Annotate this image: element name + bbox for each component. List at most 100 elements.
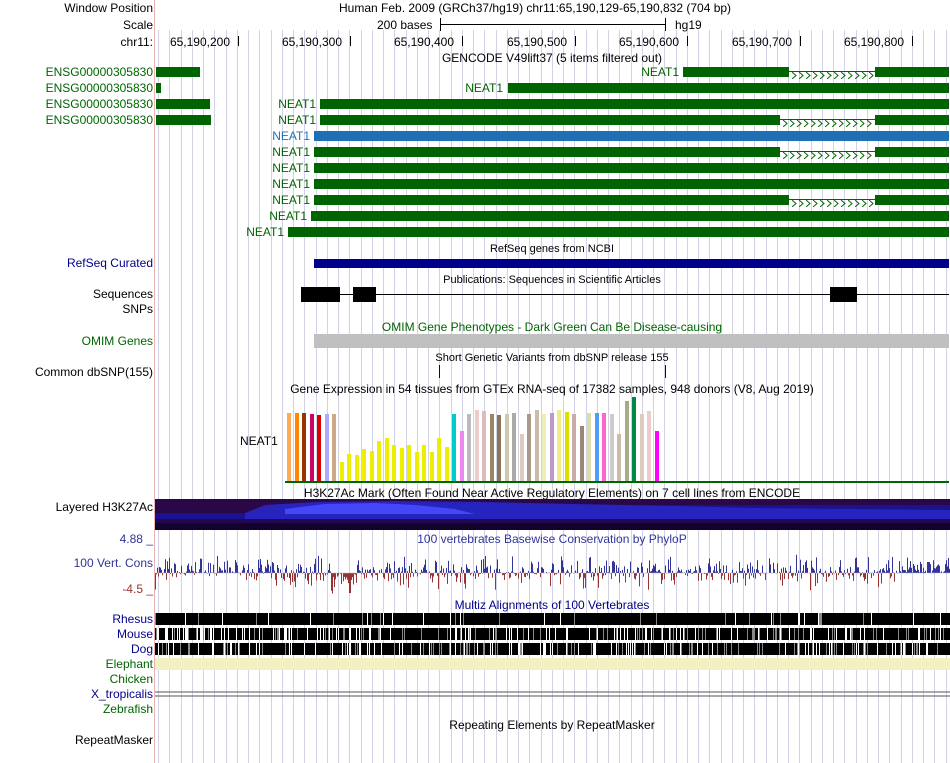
gencode-gene-label[interactable]: NEAT1	[272, 129, 310, 143]
gtex-tissue-bar[interactable]	[587, 413, 591, 481]
gtex-tissue-bar[interactable]	[407, 445, 411, 481]
gtex-tissue-bar[interactable]	[572, 414, 576, 481]
omim-gene-bar[interactable]	[314, 334, 949, 348]
gencode-left-feature[interactable]	[156, 99, 210, 109]
gencode-gene-label[interactable]: NEAT1	[246, 225, 284, 239]
gtex-tissue-bar[interactable]	[632, 397, 636, 481]
multiz-species-label[interactable]: Rhesus	[112, 612, 153, 626]
gencode-exon[interactable]	[314, 195, 789, 205]
gtex-tissue-bar[interactable]	[400, 448, 404, 481]
gtex-tissue-bar[interactable]	[370, 451, 374, 481]
gencode-exon[interactable]	[508, 83, 949, 93]
gtex-tissue-bar[interactable]	[437, 438, 441, 481]
gencode-exon[interactable]	[875, 195, 949, 205]
gtex-tissue-bar[interactable]	[287, 413, 291, 481]
gencode-exon[interactable]	[875, 67, 949, 77]
gencode-exon[interactable]	[320, 99, 949, 109]
gencode-exon[interactable]	[314, 163, 949, 173]
gtex-tissue-bar[interactable]	[535, 410, 539, 481]
snp-mark-2[interactable]	[665, 365, 666, 378]
gencode-exon[interactable]	[875, 115, 949, 125]
gencode-intron[interactable]	[789, 71, 875, 72]
sequences-label[interactable]: Sequences	[92, 287, 153, 301]
gtex-tissue-bar[interactable]	[482, 411, 486, 481]
gtex-gene-label[interactable]: NEAT1	[240, 434, 278, 448]
gencode-gene-label[interactable]: NEAT1	[641, 65, 679, 79]
gtex-tissue-bar[interactable]	[617, 434, 621, 481]
gtex-tissue-bar[interactable]	[392, 445, 396, 481]
gtex-tissue-bar[interactable]	[490, 414, 494, 481]
gtex-tissue-bar[interactable]	[422, 445, 426, 481]
gtex-tissue-bar[interactable]	[610, 414, 614, 481]
repeatmasker-label[interactable]: RepeatMasker	[74, 733, 153, 747]
gencode-row-label[interactable]: ENSG00000305830	[45, 113, 153, 127]
gencode-title[interactable]: GENCODE V49lift37 (5 items filtered out)	[441, 51, 663, 65]
gencode-row-label[interactable]: ENSG00000305830	[45, 97, 153, 111]
gencode-exon[interactable]	[314, 131, 949, 141]
gencode-gene-label[interactable]: NEAT1	[272, 161, 310, 175]
refseq-gene-bar[interactable]	[314, 259, 949, 268]
gtex-tissue-bar[interactable]	[347, 454, 351, 481]
gtex-tissue-bar[interactable]	[565, 412, 569, 481]
gtex-tissue-bar[interactable]	[640, 414, 644, 481]
multiz-species-label[interactable]: Dog	[130, 642, 153, 656]
conservation-label[interactable]: 100 Vert. Cons	[73, 556, 153, 570]
gtex-tissue-bar[interactable]	[595, 413, 599, 481]
gtex-tissue-bar[interactable]	[452, 414, 456, 481]
refseq-label[interactable]: RefSeq Curated	[66, 256, 153, 270]
gencode-left-feature[interactable]	[156, 115, 211, 125]
dbsnp-label[interactable]: Common dbSNP(155)	[34, 365, 153, 379]
multiz-alignment[interactable]	[155, 612, 950, 707]
gencode-row-label[interactable]: ENSG00000305830	[45, 81, 153, 95]
gtex-tissue-bar[interactable]	[475, 410, 479, 481]
multiz-species-label[interactable]: Zebrafish	[102, 702, 153, 716]
gtex-tissue-bar[interactable]	[497, 415, 501, 481]
gtex-tissue-bar[interactable]	[527, 414, 531, 481]
gtex-tissue-bar[interactable]	[467, 414, 471, 481]
gencode-intron[interactable]	[780, 119, 875, 120]
multiz-species-label[interactable]: Mouse	[116, 627, 153, 641]
gtex-tissue-bar[interactable]	[505, 414, 509, 481]
publication-block-1[interactable]	[301, 287, 340, 302]
gtex-tissue-bar[interactable]	[655, 431, 659, 481]
gencode-intron[interactable]	[780, 151, 875, 152]
gencode-exon[interactable]	[288, 227, 949, 237]
gencode-gene-label[interactable]: NEAT1	[272, 177, 310, 191]
gencode-gene-label[interactable]: NEAT1	[269, 209, 307, 223]
gtex-tissue-bar[interactable]	[542, 414, 546, 481]
gencode-gene-label[interactable]: NEAT1	[272, 193, 310, 207]
gencode-gene-label[interactable]: NEAT1	[465, 81, 503, 95]
snp-mark-1[interactable]	[439, 365, 440, 378]
h3k27ac-label[interactable]: Layered H3K27Ac	[55, 500, 153, 514]
gencode-gene-label[interactable]: NEAT1	[278, 113, 316, 127]
conservation-wiggle[interactable]	[155, 545, 950, 599]
gtex-tissue-bar[interactable]	[625, 401, 629, 481]
gencode-exon[interactable]	[875, 147, 949, 157]
gtex-tissue-bar[interactable]	[520, 434, 524, 481]
gtex-tissue-bar[interactable]	[340, 462, 344, 481]
gencode-row-label[interactable]: ENSG00000305830	[45, 65, 153, 79]
gtex-tissue-bar[interactable]	[580, 426, 584, 481]
gtex-tissue-bar[interactable]	[512, 413, 516, 481]
gtex-tissue-bar[interactable]	[295, 413, 299, 481]
gencode-gene-label[interactable]: NEAT1	[278, 97, 316, 111]
gtex-tissue-bar[interactable]	[602, 413, 606, 481]
publication-line[interactable]	[301, 294, 949, 295]
gtex-tissue-bar[interactable]	[362, 449, 366, 481]
gencode-left-feature[interactable]	[156, 83, 161, 93]
gencode-exon[interactable]	[314, 179, 949, 189]
gtex-tissue-bar[interactable]	[377, 441, 381, 481]
gencode-intron[interactable]	[789, 199, 875, 200]
h3k27ac-signal[interactable]	[155, 499, 950, 530]
publication-block-2[interactable]	[353, 287, 376, 302]
omim-label[interactable]: OMIM Genes	[81, 334, 153, 348]
gtex-tissue-bar[interactable]	[385, 438, 389, 481]
snps-label[interactable]: SNPs	[122, 302, 153, 316]
gtex-tissue-bar[interactable]	[415, 452, 419, 481]
gencode-left-feature[interactable]	[156, 67, 200, 77]
gtex-tissue-bar[interactable]	[302, 413, 306, 481]
gencode-exon[interactable]	[314, 147, 780, 157]
gencode-exon[interactable]	[683, 67, 789, 77]
multiz-species-label[interactable]: X_tropicalis	[90, 687, 153, 701]
gtex-tissue-bar[interactable]	[647, 411, 651, 481]
